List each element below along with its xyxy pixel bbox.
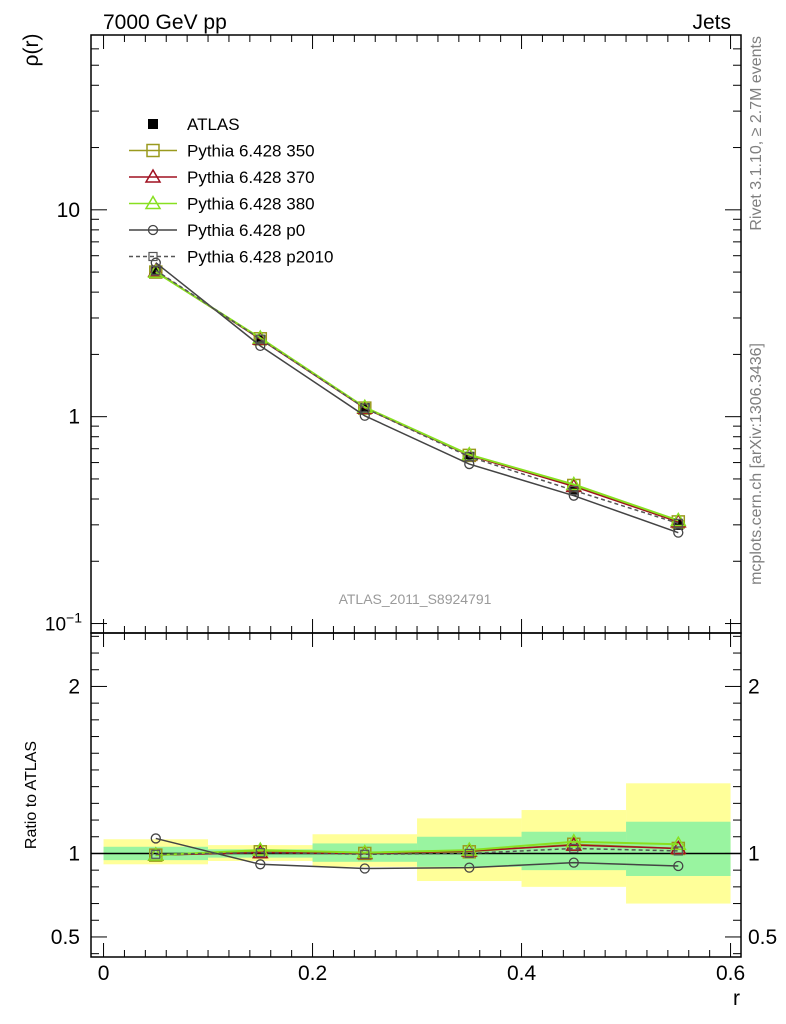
main-point-p2010 bbox=[360, 403, 370, 413]
ratio-y-tick-label-right: 2 bbox=[748, 675, 760, 698]
ratio-series-p0 bbox=[150, 833, 684, 874]
ratio-point-p0 bbox=[359, 863, 370, 874]
main-series-atlas bbox=[150, 265, 684, 530]
main-point-p0 bbox=[568, 490, 579, 501]
legend-marker-atlas bbox=[148, 119, 158, 129]
main-point-p2010 bbox=[255, 334, 265, 344]
legend-marker-p370 bbox=[144, 168, 162, 183]
axes-frames: 0 0.2 0.4 0.6 10−1 1 10 0.5 0.5 1 1 2 2 bbox=[45, 34, 777, 985]
legend: ATLAS Pythia 6.428 350 Pythia 6.428 370 Pyt… bbox=[129, 115, 334, 267]
analysis-id-label: ATLAS_2011_S8924791 bbox=[339, 591, 492, 607]
main-y-tick-label: 10 bbox=[57, 199, 80, 222]
rivet-version-note: Rivet 3.1.10, ≥ 2.7M events bbox=[748, 36, 765, 231]
main-point-p0 bbox=[359, 410, 370, 421]
legend-label-p350: Pythia 6.428 350 bbox=[187, 142, 315, 161]
legend-label-p0: Pythia 6.428 p0 bbox=[187, 221, 305, 240]
main-series-p370 bbox=[147, 262, 687, 528]
ratio-point-p0 bbox=[464, 862, 475, 873]
legend-entry-atlas: ATLAS bbox=[148, 115, 240, 134]
ratio-y-tick-label-right: 1 bbox=[748, 842, 760, 865]
legend-marker-p380 bbox=[144, 195, 162, 210]
main-point-p2010 bbox=[569, 485, 579, 496]
legend-label-p380: Pythia 6.428 380 bbox=[187, 195, 315, 214]
mcplots-reference-note: mcplots.cern.ch [arXiv:1306.3436] bbox=[748, 343, 765, 585]
legend-label-p370: Pythia 6.428 370 bbox=[187, 168, 315, 187]
main-point-p0 bbox=[673, 527, 684, 538]
main-point-p2010 bbox=[151, 265, 161, 275]
ratio-point-p0 bbox=[568, 857, 579, 868]
legend-label-p2010: Pythia 6.428 p2010 bbox=[187, 248, 334, 267]
main-point-p380 bbox=[565, 476, 583, 491]
legend-entry-p370: Pythia 6.428 370 bbox=[129, 168, 315, 187]
ratio-point-p0 bbox=[673, 860, 684, 872]
x-tick-label: 0 bbox=[98, 962, 110, 985]
ratio-point-p0 bbox=[150, 833, 161, 844]
ratio-series-p2010 bbox=[151, 843, 683, 859]
legend-marker-p0 bbox=[147, 224, 159, 236]
ratio-line-p380 bbox=[155, 840, 679, 857]
ratio-plot-series bbox=[147, 833, 687, 874]
x-tick-label: 0.6 bbox=[716, 962, 745, 985]
main-point-p2010 bbox=[673, 518, 683, 528]
legend-entry-p0: Pythia 6.428 p0 bbox=[129, 221, 305, 240]
ratio-point-p2010 bbox=[673, 846, 683, 856]
ratio-y-tick-label-right: 0.5 bbox=[748, 926, 777, 949]
ratio-plot-frame bbox=[90, 632, 742, 958]
main-line-p370 bbox=[155, 270, 679, 523]
legend-label-atlas: ATLAS bbox=[187, 115, 240, 134]
ratio-line-p0 bbox=[155, 837, 679, 870]
main-line-p350 bbox=[155, 271, 679, 523]
main-line-p0 bbox=[155, 262, 679, 534]
main-point-atlas bbox=[568, 485, 579, 496]
main-series-p2010 bbox=[151, 265, 683, 528]
ratio-point-p0 bbox=[255, 859, 266, 870]
legend-marker-p2010 bbox=[148, 251, 158, 262]
legend-entry-p2010: Pythia 6.428 p2010 bbox=[129, 248, 334, 267]
x-tick-label: 0.2 bbox=[298, 962, 327, 985]
main-point-p0 bbox=[255, 340, 266, 351]
main-series-p350 bbox=[149, 265, 686, 529]
main-series-p0 bbox=[150, 257, 684, 538]
main-line-p380 bbox=[155, 271, 679, 522]
x-tick-label: 0.4 bbox=[507, 962, 537, 985]
ratio-y-axis-title: Ratio to ATLAS bbox=[23, 741, 40, 849]
ratio-y-tick-label-left: 2 bbox=[68, 675, 80, 698]
main-point-p2010 bbox=[464, 452, 474, 462]
ratio-line-p2010 bbox=[155, 847, 679, 856]
legend-entry-p350: Pythia 6.428 350 bbox=[129, 142, 315, 161]
ratio-point-p380 bbox=[565, 833, 583, 848]
main-series-p380 bbox=[147, 263, 687, 527]
ratio-point-p2010 bbox=[151, 849, 161, 859]
main-y-tick-label: 10−1 bbox=[45, 610, 82, 636]
main-point-p0 bbox=[150, 257, 161, 268]
ratio-y-tick-label-left: 1 bbox=[68, 842, 80, 865]
main-y-axis-title: ρ(r) bbox=[20, 34, 43, 67]
legend-marker-p350 bbox=[146, 143, 160, 158]
legend-entry-p380: Pythia 6.428 380 bbox=[129, 195, 315, 214]
ratio-point-p2010 bbox=[569, 843, 579, 854]
ratio-y-tick-label-left: 0.5 bbox=[51, 926, 80, 949]
ratio-point-p2010 bbox=[464, 848, 474, 859]
ratio-point-p380 bbox=[669, 835, 687, 851]
main-point-p0 bbox=[464, 458, 475, 470]
main-plot-series bbox=[147, 257, 687, 538]
main-line-p2010 bbox=[155, 269, 679, 525]
header-energy-label: 7000 GeV pp bbox=[103, 11, 227, 34]
ratio-point-p2010 bbox=[360, 849, 370, 859]
header-category-label: Jets bbox=[692, 11, 731, 34]
ratio-point-p2010 bbox=[255, 848, 265, 858]
main-y-tick-label: 1 bbox=[68, 406, 80, 429]
x-axis-title: r bbox=[733, 987, 740, 1010]
